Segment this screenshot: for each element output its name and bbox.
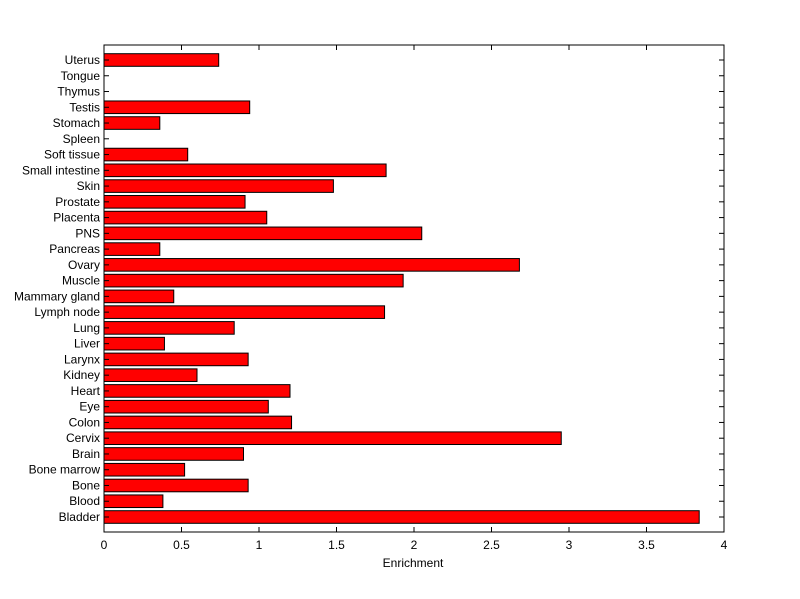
y-tick-label-mammary-gland: Mammary gland bbox=[14, 289, 100, 303]
x-tick-label-2: 1 bbox=[256, 538, 263, 552]
bar-liver bbox=[103, 336, 165, 351]
y-tick-label-brain: Brain bbox=[72, 447, 100, 461]
bar-pancreas bbox=[103, 242, 161, 256]
ticks-layer bbox=[103, 45, 725, 532]
bar-lung bbox=[103, 321, 235, 335]
y-tick-label-liver: Liver bbox=[74, 337, 100, 351]
x-tick-label-0: 0 bbox=[101, 538, 108, 552]
y-tick-label-blood: Blood bbox=[69, 494, 100, 508]
bar-colon bbox=[103, 415, 293, 430]
y-tick-label-muscle: Muscle bbox=[62, 274, 100, 288]
y-tick-label-lymph-node: Lymph node bbox=[34, 305, 100, 319]
y-tick-label-colon: Colon bbox=[69, 415, 100, 429]
bars-layer bbox=[103, 53, 700, 524]
y-tick-label-larynx: Larynx bbox=[64, 352, 100, 366]
y-tick-label-lung: Lung bbox=[73, 321, 100, 335]
x-tick-label-4: 2 bbox=[411, 538, 418, 552]
y-tick-label-eye: Eye bbox=[79, 400, 100, 414]
bar-prostate bbox=[103, 195, 246, 209]
bar-testis bbox=[103, 100, 251, 115]
bar-kidney bbox=[103, 368, 198, 382]
y-tick-label-placenta: Placenta bbox=[53, 211, 100, 225]
bar-blood bbox=[103, 494, 164, 509]
bar-larynx bbox=[103, 352, 249, 367]
y-tick-label-pancreas: Pancreas bbox=[49, 242, 100, 256]
y-tick-label-bladder: Bladder bbox=[59, 510, 100, 524]
x-tick-label-5: 2.5 bbox=[483, 538, 500, 552]
bar-uterus bbox=[103, 53, 220, 67]
bar-stomach bbox=[103, 116, 161, 130]
x-tick-label-3: 1.5 bbox=[328, 538, 345, 552]
bar-small-intestine bbox=[103, 163, 387, 178]
bar-cervix bbox=[103, 431, 562, 446]
bar-skin bbox=[103, 179, 334, 193]
y-tick-label-cervix: Cervix bbox=[66, 431, 100, 445]
bar-heart bbox=[103, 384, 291, 398]
y-tick-label-small-intestine: Small intestine bbox=[22, 163, 100, 177]
y-tick-label-bone: Bone bbox=[72, 478, 100, 492]
y-tick-label-ovary: Ovary bbox=[68, 258, 100, 272]
y-tick-label-uterus: Uterus bbox=[65, 53, 100, 67]
y-tick-label-kidney: Kidney bbox=[63, 368, 100, 382]
bar-bone bbox=[103, 478, 249, 493]
y-tick-label-pns: PNS bbox=[75, 226, 100, 240]
y-tick-label-bone-marrow: Bone marrow bbox=[29, 463, 101, 477]
bar-mammary-gland bbox=[103, 289, 175, 304]
y-tick-label-heart: Heart bbox=[71, 384, 101, 398]
y-tick-label-spleen: Spleen bbox=[63, 132, 100, 146]
x-tick-label-8: 4 bbox=[721, 538, 728, 552]
y-tick-label-soft-tissue: Soft tissue bbox=[44, 148, 100, 162]
y-tick-label-prostate: Prostate bbox=[55, 195, 100, 209]
x-tick-label-7: 3.5 bbox=[638, 538, 655, 552]
bar-ovary bbox=[103, 258, 520, 272]
bar-muscle bbox=[103, 273, 404, 288]
y-tick-label-tongue: Tongue bbox=[61, 69, 101, 83]
y-tick-label-thymus: Thymus bbox=[57, 85, 100, 99]
bar-soft-tissue bbox=[103, 147, 189, 162]
bar-brain bbox=[103, 447, 244, 461]
bar-pns bbox=[103, 226, 423, 241]
y-tick-label-skin: Skin bbox=[77, 179, 100, 193]
bar-lymph-node bbox=[103, 305, 386, 319]
bar-placenta bbox=[103, 210, 268, 225]
x-tick-label-1: 0.5 bbox=[173, 538, 190, 552]
y-tick-label-testis: Testis bbox=[69, 100, 100, 114]
x-tick-label-6: 3 bbox=[566, 538, 573, 552]
bar-bladder bbox=[103, 510, 700, 524]
x-axis-title: Enrichment bbox=[383, 556, 444, 570]
bar-eye bbox=[103, 399, 269, 414]
bar-bone-marrow bbox=[103, 462, 186, 477]
y-tick-label-stomach: Stomach bbox=[53, 116, 100, 130]
